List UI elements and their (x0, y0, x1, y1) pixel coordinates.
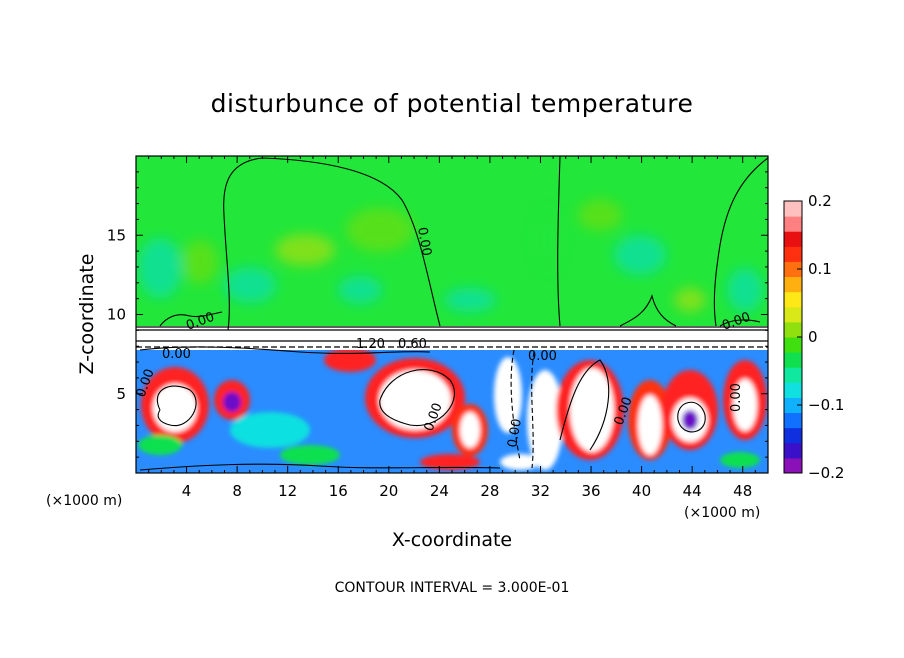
x-tick-label: 16 (329, 482, 348, 500)
y-tick-label: 15 (107, 226, 126, 244)
colorbar-tick-label: 0.2 (808, 192, 832, 210)
colorbar-swatch (784, 291, 802, 308)
upper-field-patches (138, 199, 763, 312)
y-axis-label: Z-coordinate (76, 254, 98, 375)
contour-label: 0.00 (528, 349, 557, 364)
plot-area: 0.00 0.00 0.00 1.20 0.60 0.00 0.00 0.00 … (136, 156, 768, 473)
colorbar-swatch (784, 352, 802, 368)
colorbar-swatch (784, 246, 802, 262)
x-tick-label: 4 (182, 482, 192, 500)
colorbar-swatch (784, 216, 802, 232)
x-axis-label: X-coordinate (392, 529, 512, 551)
colorbar-swatch (784, 337, 802, 353)
x-tick-label: 28 (480, 482, 499, 500)
colorbar-swatch (784, 367, 802, 383)
y-axis: 5 10 15 (107, 171, 768, 458)
colorbar-swatch (784, 201, 802, 217)
colorbar-tick-label: −0.1 (808, 396, 844, 414)
x-tick-label: 20 (379, 482, 398, 500)
x-tick-label: 36 (581, 482, 600, 500)
y-tick-label: 10 (107, 306, 126, 324)
colorbar-ticks: 0.2 0.1 0 −0.1 −0.2 (797, 192, 844, 482)
contour-label: 0.00 (505, 418, 525, 449)
colorbar-swatch (784, 321, 802, 338)
contour-interval-note: CONTOUR INTERVAL = 3.000E-01 (335, 580, 570, 596)
contour-label: 0.60 (398, 337, 427, 352)
colorbar-swatch (784, 306, 802, 323)
x-tick-label: 48 (733, 482, 752, 500)
x-tick-label: 8 (232, 482, 242, 500)
colorbar-tick-label: 0.1 (808, 260, 832, 278)
contour-label: 0.00 (414, 226, 434, 257)
x-tick-label: 12 (278, 482, 297, 500)
x-axis: 4 8 12 16 20 24 28 32 36 40 44 48 (148, 156, 756, 500)
colorbar-tick-label: 0 (808, 328, 818, 346)
colorbar (783, 200, 803, 474)
colorbar-swatch (784, 397, 802, 414)
inversion-contours (136, 326, 768, 348)
upper-field (136, 156, 768, 341)
colorbar-tick-label: −0.2 (808, 464, 844, 482)
colorbar-swatch (784, 442, 802, 459)
contour-lines (139, 156, 768, 471)
colorbar-swatch (784, 412, 802, 429)
x-unit-left: (×1000 m) (46, 493, 122, 509)
chart-title: disturbunce of potential temperature (211, 89, 694, 118)
colorbar-swatch (784, 457, 802, 474)
x-unit-right: (×1000 m) (684, 505, 760, 521)
lower-field-eddies (138, 348, 767, 470)
y-tick-label: 5 (116, 385, 126, 403)
contour-label: 0.00 (162, 347, 191, 362)
x-tick-label: 24 (430, 482, 449, 500)
colorbar-swatch (784, 427, 802, 444)
x-tick-label: 32 (531, 482, 550, 500)
colorbar-swatch (784, 261, 802, 278)
x-tick-label: 44 (683, 482, 702, 500)
x-tick-label: 40 (632, 482, 651, 500)
contour-label: 0.00 (729, 383, 744, 412)
colorbar-swatch (784, 382, 802, 398)
colorbar-swatch (784, 276, 802, 293)
colorbar-swatch (784, 231, 802, 247)
contour-label: 1.20 (356, 337, 385, 352)
